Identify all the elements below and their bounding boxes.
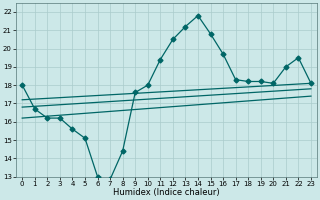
X-axis label: Humidex (Indice chaleur): Humidex (Indice chaleur) xyxy=(113,188,220,197)
